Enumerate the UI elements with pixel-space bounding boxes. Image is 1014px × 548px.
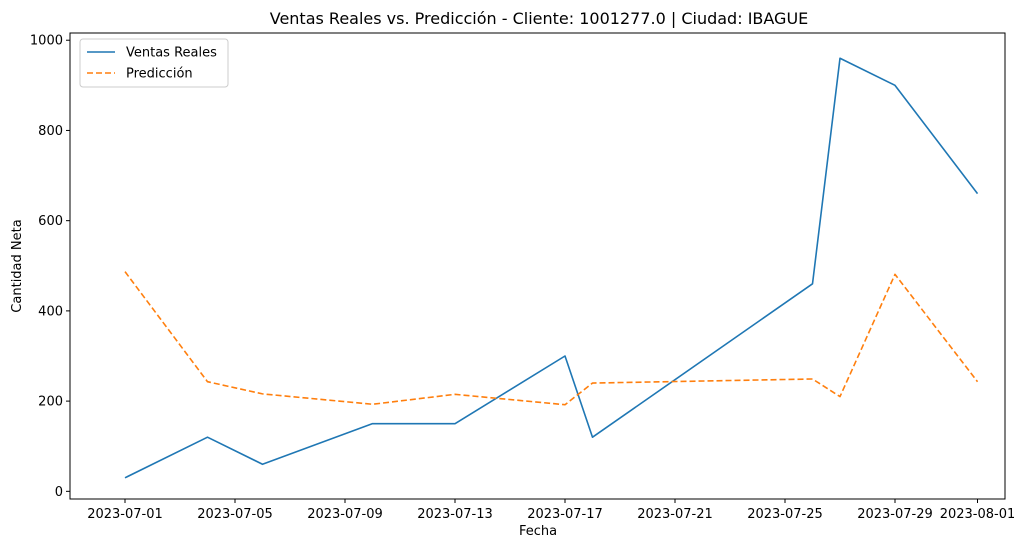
y-tick-label: 600 [38, 214, 63, 229]
x-tick-label: 2023-07-21 [637, 507, 713, 522]
x-tick-label: 2023-07-09 [307, 507, 383, 522]
x-tick-label: 2023-07-17 [527, 507, 603, 522]
y-axis-label: Cantidad Neta [10, 219, 25, 312]
x-axis-label: Fecha [519, 524, 557, 539]
plot-area [70, 33, 1005, 499]
y-axis: 0 200 400 600 800 1000 [30, 34, 70, 500]
y-tick-label: 400 [38, 304, 63, 319]
series-lines [124, 57, 979, 479]
y-tick-label: 1000 [30, 34, 63, 49]
x-axis: 2023-07-01 2023-07-05 2023-07-09 2023-07-13… [87, 499, 1014, 522]
y-tick-label: 0 [55, 485, 63, 500]
legend-box [79, 38, 229, 88]
series-line-prediccion [124, 271, 979, 406]
y-tick-label: 800 [38, 124, 63, 139]
x-tick-label: 2023-07-29 [857, 507, 933, 522]
x-tick-label: 2023-07-25 [747, 507, 823, 522]
legend-label: Predicción [126, 67, 193, 82]
plot-frame [69, 32, 1006, 500]
y-tick-label: 200 [38, 395, 63, 410]
x-tick-label: 2023-07-05 [197, 507, 273, 522]
x-tick-label: 2023-07-01 [87, 507, 163, 522]
legend-label: Ventas Reales [126, 46, 217, 61]
series-line-ventas-reales [124, 57, 979, 479]
x-tick-label: 2023-07-13 [417, 507, 493, 522]
chart-title: Ventas Reales vs. Predicción - Cliente: … [270, 9, 809, 28]
legend: Ventas Reales Predicción [79, 38, 229, 88]
x-tick-label: 2023-08-01 [940, 507, 1014, 522]
